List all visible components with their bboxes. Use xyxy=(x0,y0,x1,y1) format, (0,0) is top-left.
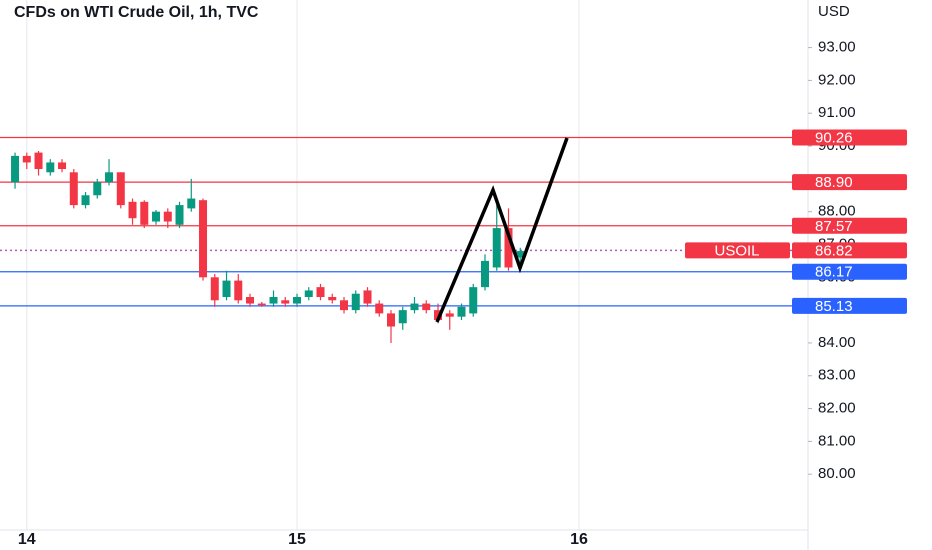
chart-title: CFDs on WTI Crude Oil, 1h, TVC xyxy=(14,4,259,21)
candle-body xyxy=(257,303,266,306)
y-tick-label: 93.00 xyxy=(818,39,856,56)
candle-body xyxy=(105,172,114,183)
price-label: 88.90 xyxy=(815,174,853,191)
candle-body xyxy=(375,303,384,314)
candle-body xyxy=(351,293,360,311)
candle-body xyxy=(163,211,172,222)
x-tick-label: 15 xyxy=(288,531,306,548)
candle-body xyxy=(81,195,90,206)
candle-body xyxy=(152,211,161,222)
symbol-box xyxy=(685,242,790,259)
y-tick-label: 84.00 xyxy=(818,334,856,351)
y-tick-label: 88.00 xyxy=(818,203,856,220)
candle-body xyxy=(293,296,302,304)
candle-body xyxy=(410,303,419,311)
candle-body xyxy=(387,313,396,327)
price-label: 87.57 xyxy=(815,218,853,235)
price-label-box xyxy=(792,297,907,314)
candle-body xyxy=(316,287,325,297)
candle-body xyxy=(516,251,525,258)
candle-body xyxy=(58,162,67,170)
x-tick-label: 16 xyxy=(570,531,588,548)
last-price-label-box xyxy=(792,242,907,259)
price-label-box xyxy=(792,129,907,146)
candle-body xyxy=(328,296,337,301)
drawn-zigzag xyxy=(435,137,569,323)
price-label: 86.17 xyxy=(815,264,853,281)
candle-body xyxy=(304,290,313,297)
price-labels: 90.26 88.90 87.57 86.17 85.13 USOIL 86.82 xyxy=(685,129,907,315)
grid xyxy=(26,0,580,530)
candle-body xyxy=(398,310,407,324)
candle-body xyxy=(480,260,489,288)
candle-body xyxy=(222,280,231,297)
candle-body xyxy=(504,228,513,268)
candle-body xyxy=(363,290,372,304)
candle-body xyxy=(128,201,137,219)
candle-body xyxy=(46,162,55,173)
candle-body xyxy=(234,280,243,301)
candle-body xyxy=(11,155,20,183)
candle-body xyxy=(340,300,349,311)
currency: USD xyxy=(818,3,850,20)
candle-body xyxy=(93,182,102,196)
candle-body xyxy=(187,198,196,209)
y-tick-label: 92.00 xyxy=(818,71,856,88)
candle-body xyxy=(22,155,31,163)
candles xyxy=(11,150,525,343)
symbol-label: USOIL xyxy=(714,242,759,259)
y-tick-label: 80.00 xyxy=(818,465,856,482)
candle-body xyxy=(140,201,149,225)
candle-body xyxy=(469,287,478,314)
candle-body xyxy=(34,152,43,170)
y-tick-label: 81.00 xyxy=(818,432,856,449)
last-price-label: 86.82 xyxy=(815,242,853,259)
y-tick-label: 83.00 xyxy=(818,367,856,384)
candle-body xyxy=(434,310,443,320)
candle-body xyxy=(269,296,278,304)
candle-body xyxy=(492,228,501,268)
y-tick-label: 82.00 xyxy=(818,400,856,417)
candle-body xyxy=(116,172,125,206)
candle-body xyxy=(457,306,466,317)
price-label: 90.26 xyxy=(815,129,853,146)
candle-body xyxy=(422,303,431,311)
candle-body xyxy=(445,313,454,317)
price-label-box xyxy=(792,263,907,280)
candle-body xyxy=(281,300,290,304)
price-label: 85.13 xyxy=(815,298,853,315)
candle-body xyxy=(246,296,255,304)
candle-body xyxy=(199,200,208,278)
candle-body xyxy=(175,205,184,225)
candle-body xyxy=(69,172,78,206)
price-lines xyxy=(0,136,792,307)
price-label-box xyxy=(792,217,907,234)
price-label-box xyxy=(792,174,907,191)
y-tick-label: 91.00 xyxy=(818,104,856,121)
x-tick-label: 14 xyxy=(18,531,36,548)
candle-body xyxy=(210,277,219,301)
